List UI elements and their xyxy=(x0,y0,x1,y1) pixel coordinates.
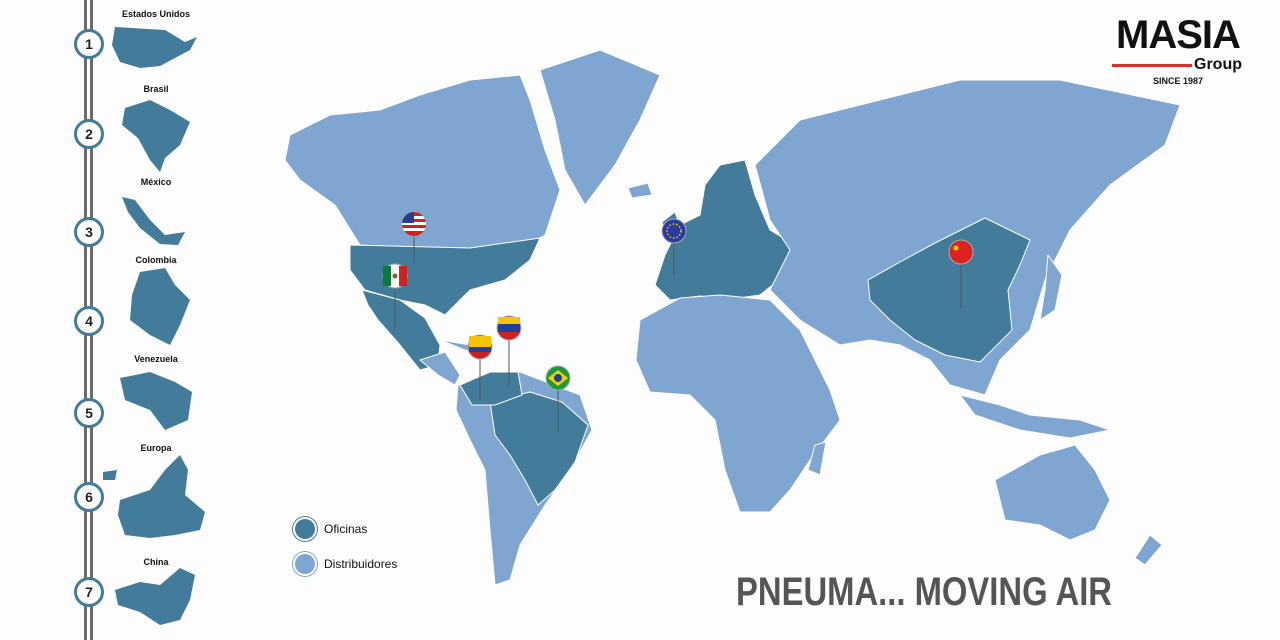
step-badge: 5 xyxy=(74,398,104,428)
north-america xyxy=(284,74,561,256)
sidebar-label: Colombia xyxy=(135,255,177,265)
slogan: PNEUMA... MOVING AIR xyxy=(736,570,1113,614)
pin-mexico xyxy=(382,263,408,328)
masia-group-logo: MASIA Group SINCE 1987 xyxy=(1108,14,1248,87)
sidebar-label: México xyxy=(140,177,172,187)
usa-silhouette xyxy=(112,27,197,68)
japan xyxy=(1039,254,1063,321)
step-badge: 4 xyxy=(74,306,104,336)
greenland xyxy=(539,49,661,206)
sidebar-label: Venezuela xyxy=(134,354,178,364)
pin-eu xyxy=(661,218,687,275)
legend-distribuidores: Distribuidores xyxy=(295,554,397,574)
step-badge: 1 xyxy=(74,29,104,59)
pin-brazil xyxy=(545,365,571,432)
pin-venezuela xyxy=(496,315,522,385)
china-silhouette xyxy=(115,568,195,625)
step-badge: 2 xyxy=(74,119,104,149)
madagascar xyxy=(807,441,827,476)
usa xyxy=(349,237,541,316)
legend-label: Distribuidores xyxy=(324,557,398,571)
sidebar-label: China xyxy=(143,557,169,567)
distribuidores-swatch xyxy=(295,554,315,574)
colombia-silhouette xyxy=(130,268,190,345)
pin-colombia xyxy=(467,334,493,400)
logo-since: SINCE 1987 xyxy=(1152,76,1204,86)
sidebar-label: Europa xyxy=(140,443,172,453)
legend-oficinas: Oficinas xyxy=(295,519,367,539)
brazil-silhouette xyxy=(122,100,190,172)
pin-china xyxy=(948,239,974,308)
step-badge: 6 xyxy=(74,482,104,512)
africa xyxy=(635,294,841,513)
legend-label: Oficinas xyxy=(324,522,368,536)
logo-sub: Group xyxy=(1108,56,1248,74)
colombia-venezuela xyxy=(459,371,523,406)
step-badge: 7 xyxy=(74,577,104,607)
indonesia xyxy=(959,394,1111,439)
pins xyxy=(382,211,974,432)
iceland xyxy=(627,182,653,199)
sidebar-silhouettes xyxy=(103,27,205,625)
sidebar-label: Estados Unidos xyxy=(121,9,190,19)
pin-usa xyxy=(401,211,427,262)
china xyxy=(867,217,1031,363)
step-badge: 3 xyxy=(74,217,104,247)
mexico-silhouette xyxy=(122,197,185,245)
australia xyxy=(994,444,1111,541)
europe-silhouette xyxy=(103,455,205,538)
new-zealand xyxy=(1134,534,1163,566)
oficinas-swatch xyxy=(295,519,315,539)
venezuela-silhouette xyxy=(120,372,192,430)
sidebar-label: Brasil xyxy=(143,84,169,94)
logo-name: MASIA xyxy=(1116,13,1241,57)
brazil xyxy=(489,391,589,506)
central-america xyxy=(419,351,461,386)
